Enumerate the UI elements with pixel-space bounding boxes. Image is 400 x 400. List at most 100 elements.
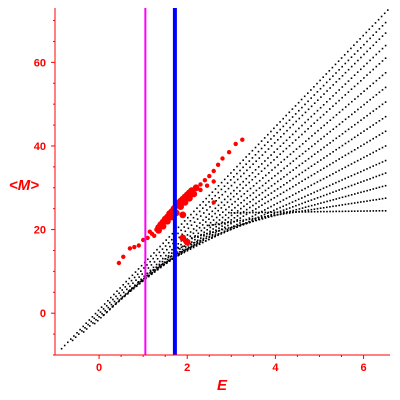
data-point <box>298 127 300 130</box>
data-point <box>288 196 291 198</box>
data-point <box>186 250 189 252</box>
data-point <box>350 47 352 50</box>
data-point <box>372 44 375 47</box>
data-point <box>366 87 368 90</box>
data-point <box>329 163 331 166</box>
data-point <box>298 173 300 176</box>
data-point <box>335 81 338 83</box>
data-point <box>273 211 276 214</box>
data-point <box>152 266 155 269</box>
data-point <box>351 113 353 116</box>
data-point <box>223 178 226 181</box>
data-point <box>217 223 220 225</box>
data-point <box>273 212 276 215</box>
data-point <box>180 246 183 249</box>
data-point <box>220 201 223 204</box>
data-point <box>242 210 245 213</box>
data-point <box>332 191 334 193</box>
data-point <box>317 151 319 153</box>
data-point <box>186 234 189 236</box>
data-point <box>357 95 359 98</box>
data-point <box>166 248 168 251</box>
data-point <box>239 222 241 224</box>
data-point <box>310 204 313 207</box>
data-point <box>179 248 181 250</box>
data-point <box>276 131 278 134</box>
data-point <box>196 225 198 227</box>
data-point <box>187 246 190 248</box>
data-point <box>98 316 100 318</box>
data-point <box>165 239 167 241</box>
data-point <box>279 153 281 155</box>
data-point <box>317 129 319 132</box>
data-point <box>147 274 149 277</box>
data-point <box>209 230 211 233</box>
data-point <box>230 212 233 214</box>
data-point <box>198 187 203 193</box>
data-point <box>313 112 316 115</box>
data-point <box>372 210 375 212</box>
data-point <box>226 150 232 155</box>
data-point <box>329 108 331 110</box>
data-point <box>267 164 269 167</box>
y-tick-label: 40 <box>34 141 46 153</box>
data-point <box>279 206 281 209</box>
data-point <box>220 231 223 234</box>
data-point <box>190 190 198 198</box>
data-point <box>270 154 272 156</box>
data-point <box>169 245 171 248</box>
data-point <box>344 106 347 108</box>
data-point <box>270 161 272 164</box>
data-point <box>224 226 226 229</box>
data-point <box>295 130 297 133</box>
data-point <box>229 198 232 201</box>
data-point <box>71 339 74 342</box>
data-point <box>232 195 235 198</box>
data-point <box>316 190 319 192</box>
data-point <box>233 220 235 223</box>
data-point <box>183 245 186 247</box>
data-point <box>381 118 384 120</box>
data-point <box>381 173 384 176</box>
data-point <box>203 235 205 237</box>
data-point <box>304 178 306 181</box>
data-point <box>178 236 180 239</box>
data-point <box>242 220 244 223</box>
data-point <box>353 53 356 55</box>
data-point <box>289 126 291 129</box>
data-point <box>298 182 300 184</box>
data-point <box>313 182 316 185</box>
data-point <box>295 192 297 195</box>
data-point <box>360 119 362 121</box>
data-point <box>114 303 117 306</box>
data-point <box>239 217 242 219</box>
data-point <box>329 87 331 89</box>
data-point <box>356 172 359 174</box>
data-point <box>357 59 359 62</box>
data-point <box>378 50 381 53</box>
axes <box>54 8 390 356</box>
data-point <box>384 101 387 103</box>
data-point <box>236 210 239 212</box>
data-point <box>360 106 362 108</box>
data-point <box>291 116 294 118</box>
data-point <box>122 284 124 286</box>
data-point <box>301 143 304 145</box>
data-point <box>350 56 353 58</box>
data-point <box>237 224 239 227</box>
data-point <box>81 330 83 332</box>
data-point <box>203 227 206 229</box>
data-point <box>267 200 269 203</box>
data-point <box>124 294 126 297</box>
data-point <box>378 91 381 94</box>
data-point <box>206 229 208 231</box>
data-point <box>139 280 142 283</box>
data-point <box>149 269 152 272</box>
data-point <box>381 25 384 27</box>
data-point <box>369 71 371 74</box>
data-point <box>239 219 241 222</box>
data-point <box>307 176 310 179</box>
data-point <box>254 154 257 156</box>
data-point <box>357 121 359 124</box>
data-point <box>282 125 285 128</box>
